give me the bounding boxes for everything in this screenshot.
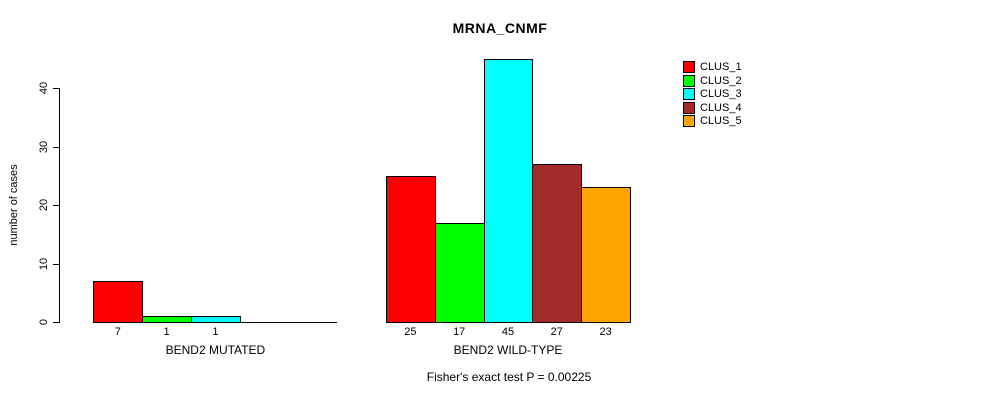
- y-tick-mark: [53, 205, 59, 206]
- bar-value-label: 23: [599, 326, 612, 338]
- bar-value-label: 25: [404, 326, 417, 338]
- y-axis-label: number of cases: [8, 164, 20, 246]
- y-tick-mark: [53, 146, 59, 148]
- group-label: BEND2 MUTATED: [165, 343, 266, 357]
- legend-item-clus_3: CLUS_3: [683, 88, 742, 100]
- legend: CLUS_1 CLUS_2 CLUS_3 CLUS_4 CLUS_5: [683, 61, 742, 127]
- legend-swatch-clus_3: [683, 88, 695, 100]
- bar-value-label: 17: [453, 326, 466, 338]
- y-axis-line: [59, 88, 60, 323]
- bar-value-label: 1: [212, 326, 219, 338]
- legend-swatch-clus_4: [683, 101, 695, 114]
- y-tick-mark: [53, 263, 59, 265]
- y-tick-mark: [53, 322, 59, 323]
- legend-swatch-clus_2: [683, 74, 695, 87]
- legend-label: CLUS_2: [700, 74, 742, 87]
- legend-label: CLUS_4: [700, 101, 742, 114]
- legend-label: CLUS_3: [700, 88, 742, 100]
- bar-clus_3: [483, 59, 534, 323]
- bar-value-label: 1: [163, 326, 170, 338]
- legend-label: CLUS_1: [700, 61, 742, 73]
- bar-value-label: 45: [501, 326, 515, 338]
- bar-clus_4: [532, 164, 583, 323]
- y-tick-label: 30: [38, 140, 50, 153]
- bar-clus_2: [434, 223, 485, 323]
- y-tick-mark: [53, 88, 59, 89]
- bar-value-label: 27: [550, 326, 563, 338]
- y-tick-label: 0: [38, 318, 50, 326]
- legend-label: CLUS_5: [700, 115, 742, 127]
- fisher-test-annotation: Fisher's exact test P = 0.00225: [426, 370, 592, 384]
- legend-swatch-clus_1: [683, 61, 695, 73]
- legend-item-clus_1: CLUS_1: [683, 61, 742, 73]
- group-label: BEND2 WILD-TYPE: [453, 343, 563, 357]
- legend-item-clus_2: CLUS_2: [683, 74, 742, 87]
- y-tick-label: 40: [38, 81, 50, 95]
- y-tick-label: 20: [38, 198, 50, 212]
- bar-clus_1: [93, 281, 144, 323]
- bar-clus_5: [581, 187, 631, 323]
- bar-value-label: 7: [114, 326, 121, 338]
- legend-swatch-clus_5: [683, 115, 695, 127]
- chart-title: MRNA_CNMF: [452, 20, 548, 36]
- legend-item-clus_5: CLUS_5: [683, 115, 742, 127]
- legend-item-clus_4: CLUS_4: [683, 101, 742, 114]
- bar-clus_2: [142, 316, 192, 323]
- bar-clus_3: [191, 316, 241, 323]
- y-tick-label: 10: [38, 257, 50, 270]
- bar-clus_1: [386, 176, 436, 323]
